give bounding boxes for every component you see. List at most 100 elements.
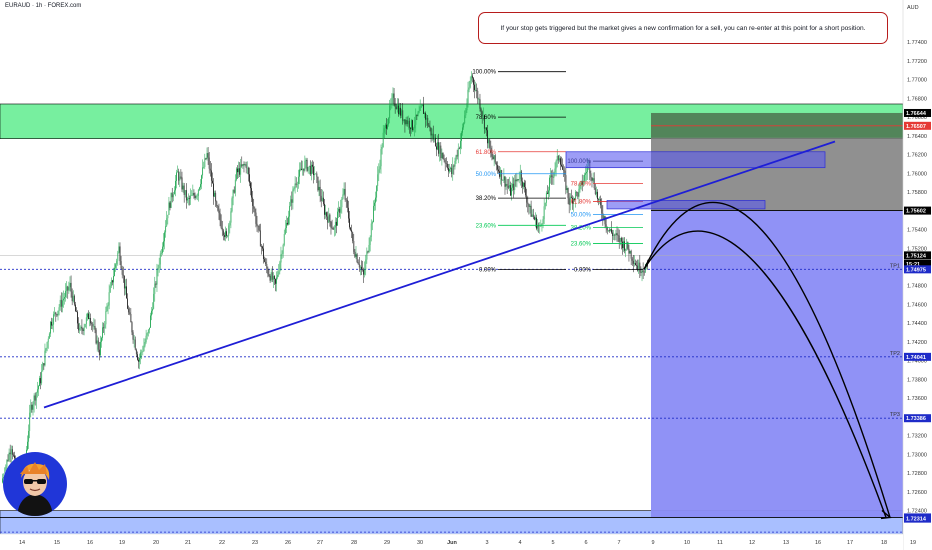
candle-body [416,114,418,116]
stop-top-band [651,112,903,138]
candle-body [232,189,234,199]
candle-body [246,167,248,169]
candle-body [400,107,401,116]
candle-body [490,147,492,153]
candle-body [268,274,270,276]
candle-body [528,204,530,207]
candle-body [13,454,14,456]
candle-body [296,183,298,185]
candle-body [209,168,211,171]
x-tick-label: 10 [684,540,690,546]
candle-body [8,452,10,461]
candle-body [536,217,537,229]
trendline [43,140,836,409]
candle-body [363,269,364,275]
candle-body [402,110,404,122]
candle-body [82,329,84,331]
candle-body [9,452,11,455]
candle-body [386,124,387,129]
candle-body [436,146,437,150]
candle-body [157,267,159,270]
candle-body [28,430,30,442]
candle-body [641,270,643,273]
x-tick-label: 18 [881,540,887,546]
candle-body [569,196,571,205]
candle-body [170,192,172,208]
candle-body [455,155,457,161]
candle-body [592,178,594,181]
candle-body [477,90,479,100]
candle-body [206,153,208,159]
candle-body [552,176,554,178]
candle-body [487,130,488,144]
candle-body [616,233,618,235]
candle-body [237,168,238,173]
candle-body [103,327,105,329]
candle-body [425,113,426,120]
candle-body [468,87,470,90]
candle-body [555,160,557,169]
x-tick-label: 27 [317,540,323,546]
candle-body [45,348,47,351]
chart-title: EURAUD · 1h · FOREX.com [5,3,82,9]
candle-body [292,189,294,203]
candle-body [476,90,478,91]
candle-body [328,214,330,223]
candle-body [139,358,140,362]
candle-body [181,177,183,190]
x-tick-label: 16 [87,540,93,546]
price-badge-label: 1.76507 [906,124,926,130]
candle-body [92,323,94,327]
candle-body [421,104,423,107]
candle-body [600,199,602,206]
candle-body [365,259,367,270]
candle-body [83,327,85,331]
fvg-box-1 [565,151,826,169]
candle-body [327,216,329,223]
candle-body [297,176,299,184]
candle-body [281,253,283,255]
candle-body [185,190,187,201]
candle-body [346,199,348,208]
candle-body [430,127,432,136]
candle-body [40,378,41,384]
candle-body [527,202,529,205]
candle-body [344,188,346,200]
price-badge-label: 1.75602 [906,209,926,215]
candle-body [158,264,160,268]
candle-body [226,231,227,236]
forecast-path-2 [643,230,887,518]
candle-body [556,155,558,161]
candle-body [345,199,347,201]
candle-body [184,190,186,195]
candle-body [241,164,243,167]
candle-body [309,165,311,175]
candle-body [624,241,625,251]
candle-body [568,198,570,205]
candle-body [267,268,269,275]
candle-body [245,164,247,168]
candle-body [502,180,504,181]
candle-body [307,166,309,171]
candle-body [60,299,62,307]
candle-body [341,198,343,208]
candle-body [598,198,599,200]
candle-body [196,195,198,197]
candle-body [408,120,410,128]
candle-body [239,168,241,175]
candle-body [145,335,147,342]
candle-body [601,205,603,214]
candle-body [629,250,631,254]
candle-body [374,202,375,206]
candle-body [187,198,188,201]
candle-body [114,267,115,277]
candle-body [263,248,264,259]
candle-body [351,229,353,233]
candle-body [379,166,381,170]
candle-body [41,371,43,384]
candle-body [512,183,513,188]
candle-body [619,238,621,242]
candle-body [553,172,555,178]
candle-body [163,241,164,247]
